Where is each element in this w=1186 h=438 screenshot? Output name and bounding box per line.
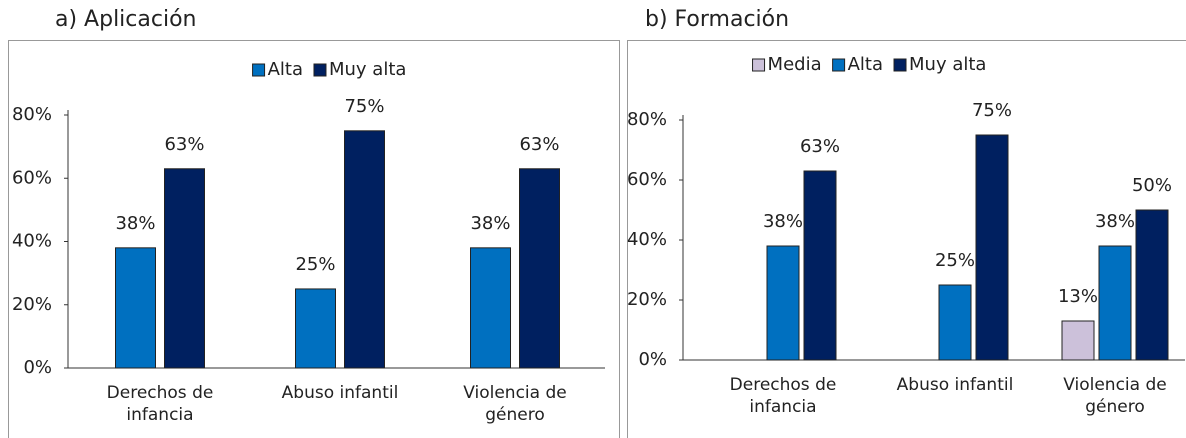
- legend-label: Media: [768, 54, 822, 75]
- data-label: 38%: [763, 211, 803, 232]
- y-tick-label: 60%: [627, 169, 667, 190]
- bar: [1135, 209, 1169, 361]
- legend-label: Muy alta: [909, 54, 986, 75]
- data-label: 75%: [972, 100, 1012, 121]
- chart-title: a) Aplicación: [55, 7, 197, 32]
- data-label: 13%: [1058, 286, 1098, 307]
- legend-label: Muy alta: [329, 59, 406, 80]
- legend-swatch: [893, 58, 907, 72]
- data-label: 75%: [344, 96, 384, 117]
- data-label: 38%: [470, 213, 510, 234]
- y-tick-label: 20%: [12, 294, 52, 315]
- x-tick-label: Violencia de género: [1063, 375, 1167, 417]
- x-tick-label: Violencia de género: [463, 383, 567, 425]
- bar: [344, 130, 385, 369]
- bar: [803, 170, 837, 361]
- data-label: 25%: [935, 250, 975, 271]
- bar: [470, 247, 511, 369]
- bar: [519, 168, 560, 369]
- x-tick-label: Abuso infantil: [281, 383, 399, 403]
- legend-swatch: [832, 58, 846, 72]
- legend-label: Alta: [268, 59, 303, 80]
- y-tick-label: 0%: [23, 357, 52, 378]
- x-tick-label: Abuso infantil: [896, 375, 1014, 395]
- bar: [115, 247, 156, 369]
- y-tick-label: 0%: [638, 349, 667, 370]
- y-tick-label: 80%: [627, 109, 667, 130]
- data-label: 63%: [800, 136, 840, 157]
- data-label: 25%: [295, 254, 335, 275]
- chart-title: b) Formación: [645, 7, 789, 32]
- bar: [295, 288, 336, 369]
- data-label: 63%: [519, 134, 559, 155]
- y-tick-label: 60%: [12, 167, 52, 188]
- x-tick-label: Derechos de infancia: [729, 375, 837, 417]
- bar: [1061, 320, 1095, 361]
- data-label: 50%: [1132, 175, 1172, 196]
- data-label: 63%: [164, 134, 204, 155]
- bar: [938, 284, 972, 361]
- y-tick-label: 40%: [627, 229, 667, 250]
- data-label: 38%: [1095, 211, 1135, 232]
- legend-label: Alta: [848, 54, 883, 75]
- bar: [1098, 245, 1132, 361]
- bar: [164, 168, 205, 369]
- x-tick-label: Derechos de infancia: [106, 383, 214, 425]
- legend-swatch: [313, 63, 327, 77]
- y-tick-label: 20%: [627, 289, 667, 310]
- legend-swatch: [752, 58, 766, 72]
- y-tick-label: 40%: [12, 231, 52, 252]
- bar: [766, 245, 800, 361]
- bar: [975, 134, 1009, 361]
- legend-swatch: [252, 63, 266, 77]
- panel-border: [627, 40, 1186, 438]
- panel-border: [8, 40, 620, 438]
- data-label: 38%: [115, 213, 155, 234]
- y-tick-label: 80%: [12, 104, 52, 125]
